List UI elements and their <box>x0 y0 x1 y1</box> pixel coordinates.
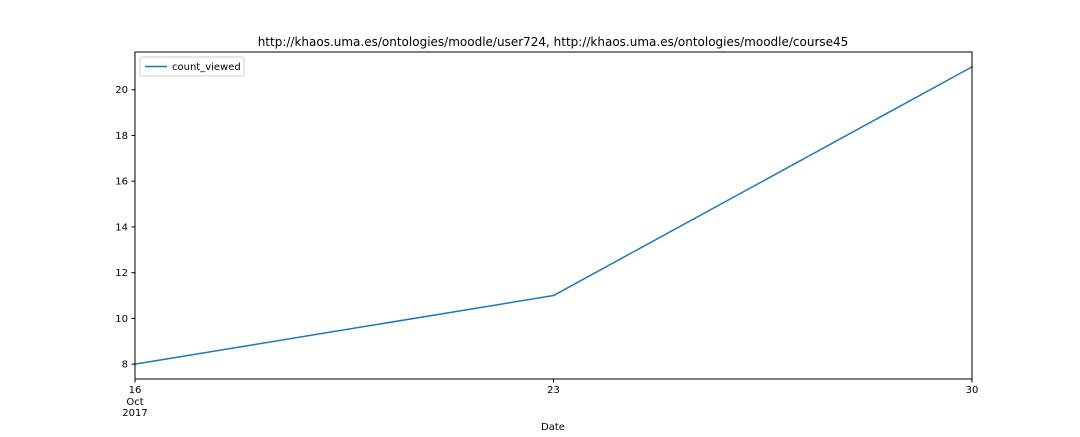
y-axis: 8 10 12 14 16 18 20 <box>115 85 135 371</box>
y-tick-label: 12 <box>115 268 128 279</box>
plot-frame <box>134 51 973 380</box>
plot-area <box>134 65 974 366</box>
y-tick-label: 10 <box>115 314 128 325</box>
x-tick-sublabel: Oct <box>126 397 143 408</box>
legend: count_viewed <box>139 56 245 77</box>
y-tick-label: 8 <box>122 360 128 371</box>
y-tick-label: 18 <box>115 131 128 142</box>
legend-label: count_viewed <box>172 62 241 73</box>
legend-box <box>139 56 245 77</box>
x-tick-label: 23 <box>547 385 560 396</box>
y-tick-label: 14 <box>115 222 128 233</box>
y-tick-label: 16 <box>115 177 128 188</box>
x-axis-label: Date <box>541 422 565 432</box>
chart-title: http://khaos.uma.es/ontologies/moodle/us… <box>258 35 849 49</box>
x-tick-label: 16 <box>129 385 142 396</box>
series-line-0 <box>134 65 974 366</box>
x-tick-sublabel: 2017 <box>122 408 147 419</box>
y-tick-label: 20 <box>115 85 128 96</box>
x-tick-label: 30 <box>966 385 979 396</box>
